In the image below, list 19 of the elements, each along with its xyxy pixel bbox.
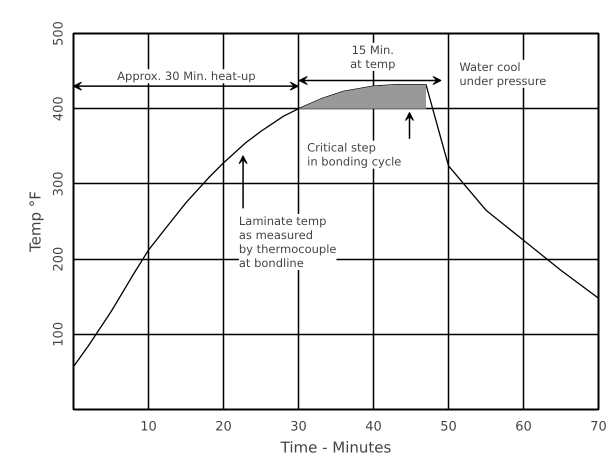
y-tick-label: 100 bbox=[52, 322, 66, 347]
x-axis-title: Time - Minutes bbox=[280, 438, 392, 456]
annotation: Water cool under pressure bbox=[459, 60, 546, 88]
annotation: 15 Min. at temp bbox=[350, 42, 396, 71]
x-tick-label: 20 bbox=[215, 420, 232, 434]
y-axis-title: Temp °F bbox=[26, 191, 44, 253]
annotation: Approx. 30 Min. heat-up bbox=[117, 69, 256, 84]
x-tick-label: 50 bbox=[440, 420, 457, 434]
x-tick-label: 60 bbox=[515, 420, 532, 434]
y-tick-label: 300 bbox=[52, 171, 66, 196]
annotation: Laminate temp as measured by thermocouple at bondline bbox=[238, 214, 336, 270]
x-tick-label: 40 bbox=[365, 420, 382, 434]
x-tick-label: 30 bbox=[290, 420, 307, 434]
y-tick-label: 200 bbox=[52, 246, 66, 272]
x-tick-label: 10 bbox=[140, 420, 157, 434]
x-tick-label: 70 bbox=[590, 420, 607, 434]
annotation: Critical step in bonding cycle bbox=[307, 140, 402, 169]
y-tick-label: 500 bbox=[52, 21, 66, 46]
y-tick-label: 400 bbox=[52, 96, 66, 122]
